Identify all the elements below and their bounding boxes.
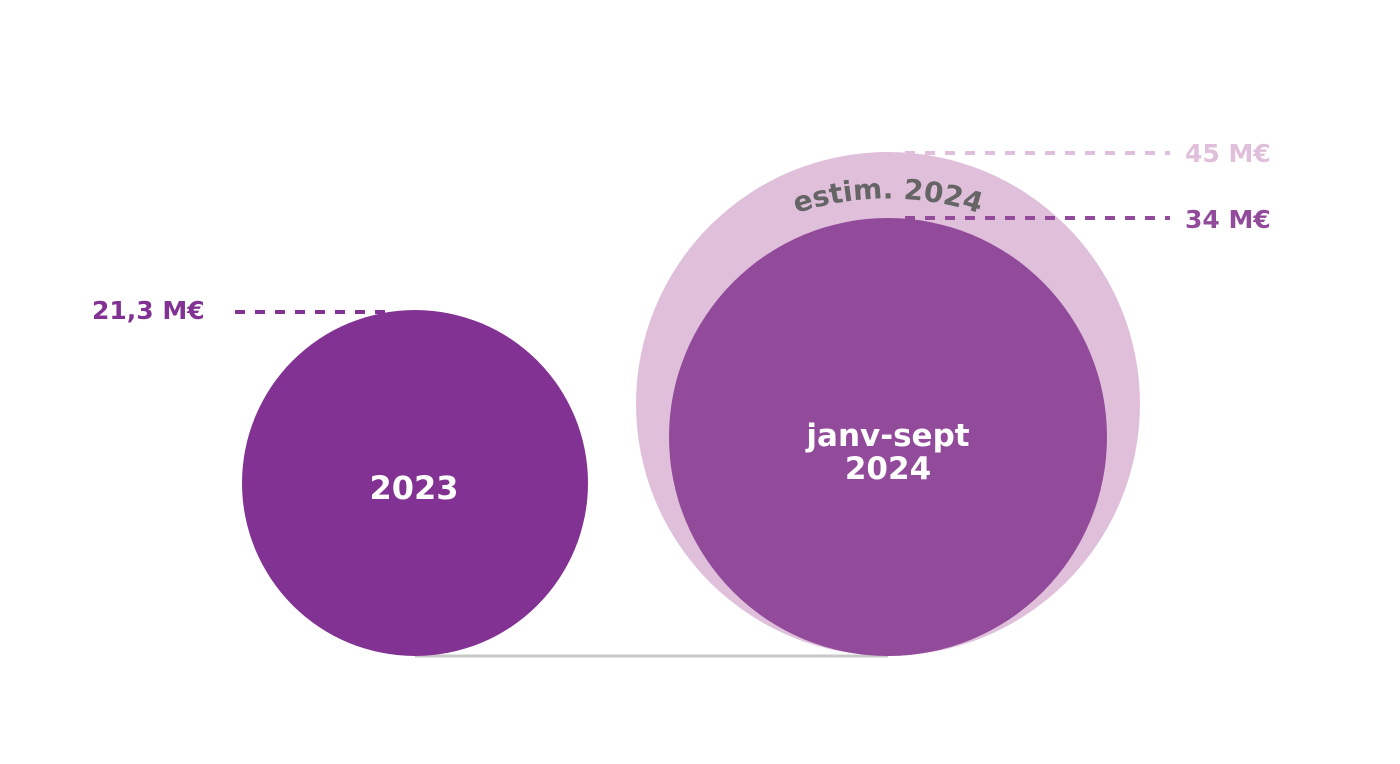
bubble-janv-sept-2024 <box>669 218 1107 656</box>
bubble-label-2024: 2024 <box>845 451 931 487</box>
bubble-2023 <box>242 310 588 656</box>
bubble-label-janv-sept: janv-sept <box>804 418 969 454</box>
value-label-estim-2024: 45 M€ <box>1185 139 1271 168</box>
bubble-label-2023: 2023 <box>369 469 458 507</box>
value-label-janv-sept-2024: 34 M€ <box>1185 205 1271 234</box>
value-label-2023: 21,3 M€ <box>92 296 205 325</box>
